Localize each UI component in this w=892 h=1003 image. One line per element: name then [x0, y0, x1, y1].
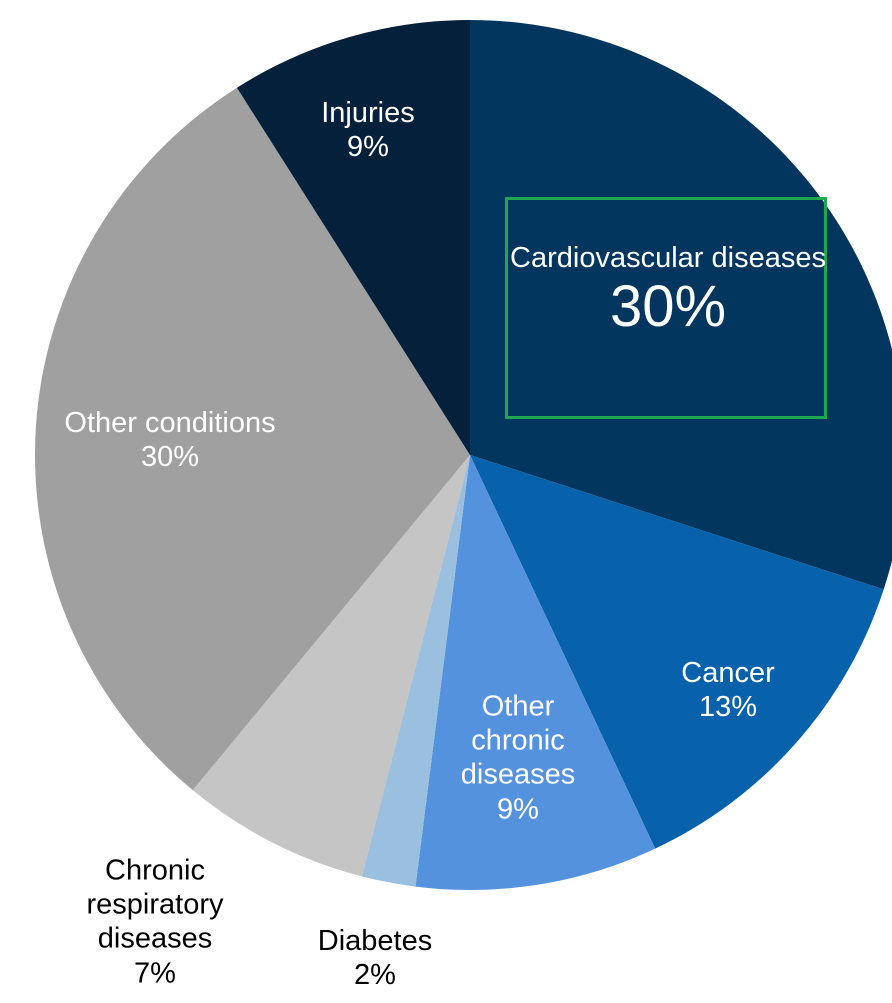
category-label: Cardiovascular diseases: [510, 241, 826, 274]
slice-label: Injuries 9%: [288, 96, 448, 164]
value-label: 7%: [134, 957, 176, 990]
category-label: Injuries: [321, 96, 415, 129]
pie-slice: [236, 20, 470, 455]
value-label: 9%: [497, 793, 539, 826]
pie-slice: [415, 455, 656, 890]
value-label: 13%: [698, 691, 758, 723]
pie-slice: [192, 455, 470, 877]
slice-label: Chronic respiratory diseases 7%: [55, 854, 255, 991]
slice-label: Other chronic diseases 9%: [433, 690, 603, 827]
category-label: Cancer: [681, 656, 775, 689]
pie-slice: [470, 455, 884, 849]
category-label: Other conditions: [64, 406, 276, 439]
value-label: 30%: [140, 441, 200, 473]
value-label: 9%: [347, 131, 389, 163]
highlight-box: [505, 197, 827, 419]
category-label: Diabetes: [317, 924, 433, 957]
slice-label: Cardiovascular diseases 30%: [508, 241, 828, 339]
pie-slice: [361, 455, 470, 887]
value-label: 2%: [354, 959, 396, 991]
pie-slice: [34, 87, 470, 791]
category-label: Other chronic diseases: [460, 690, 576, 791]
slice-label: Other conditions 30%: [55, 406, 285, 474]
slice-label: Cancer 13%: [648, 656, 808, 724]
value-label: 30%: [609, 274, 727, 340]
category-label: Chronic respiratory diseases: [86, 854, 224, 955]
slice-label: Diabetes 2%: [275, 924, 475, 992]
pie-slice: [470, 20, 892, 590]
